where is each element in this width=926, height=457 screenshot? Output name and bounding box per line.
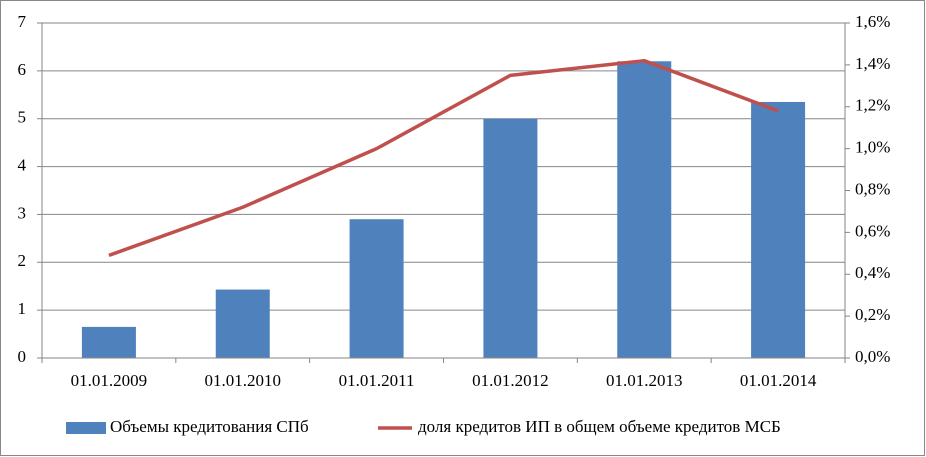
y2-tick-label: 0,2% — [855, 305, 890, 324]
x-tick-label: 01.01.2009 — [71, 371, 148, 390]
bar — [751, 101, 806, 358]
x-tick-label: 01.01.2014 — [740, 371, 817, 390]
y2-tick-label: 1,0% — [855, 138, 890, 157]
y-tick-label: 5 — [18, 108, 27, 127]
y-tick-label: 3 — [18, 203, 27, 222]
x-tick-label: 01.01.2013 — [606, 371, 683, 390]
y-tick-label: 2 — [18, 251, 27, 270]
y2-tick-label: 1,6% — [855, 12, 890, 31]
y2-tick-label: 1,2% — [855, 96, 890, 115]
y-tick-label: 0 — [18, 347, 27, 366]
y2-tick-label: 0,6% — [855, 221, 890, 240]
bar — [215, 289, 270, 358]
bar — [617, 61, 672, 359]
y2-tick-label: 0,0% — [855, 347, 890, 366]
y2-tick-label: 0,8% — [855, 179, 890, 198]
bar — [483, 118, 538, 358]
y-tick-label: 7 — [18, 12, 27, 31]
legend-swatch — [66, 422, 106, 434]
bar — [81, 326, 136, 358]
y-tick-label: 4 — [18, 155, 27, 174]
y-tick-label: 6 — [18, 60, 27, 79]
y2-tick-label: 1,4% — [855, 54, 890, 73]
line — [108, 58, 779, 258]
y2-tick-label: 0,4% — [855, 263, 890, 282]
x-tick-label: 01.01.2012 — [472, 371, 549, 390]
bar — [349, 219, 404, 358]
x-tick-label: 01.01.2010 — [205, 371, 282, 390]
y-tick-label: 1 — [18, 299, 27, 318]
legend-label: Объемы кредитования СПб — [110, 417, 309, 436]
legend-label: доля кредитов ИП в общем объеме кредитов… — [418, 417, 781, 436]
x-tick-label: 01.01.2011 — [339, 371, 415, 390]
